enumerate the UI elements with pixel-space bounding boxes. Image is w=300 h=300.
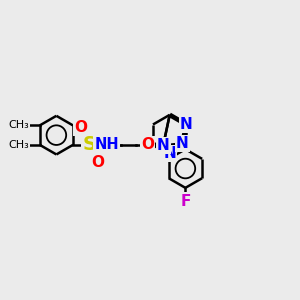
Text: N: N (163, 146, 176, 161)
Text: CH₃: CH₃ (8, 140, 29, 150)
Text: O: O (75, 120, 88, 135)
Text: N: N (176, 136, 189, 151)
Text: N: N (180, 117, 193, 132)
Text: N: N (157, 138, 169, 153)
Text: O: O (91, 154, 104, 169)
Text: CH₃: CH₃ (8, 121, 29, 130)
Text: O: O (141, 137, 154, 152)
Text: F: F (180, 194, 190, 209)
Text: S: S (82, 135, 97, 154)
Text: NH: NH (94, 137, 119, 152)
